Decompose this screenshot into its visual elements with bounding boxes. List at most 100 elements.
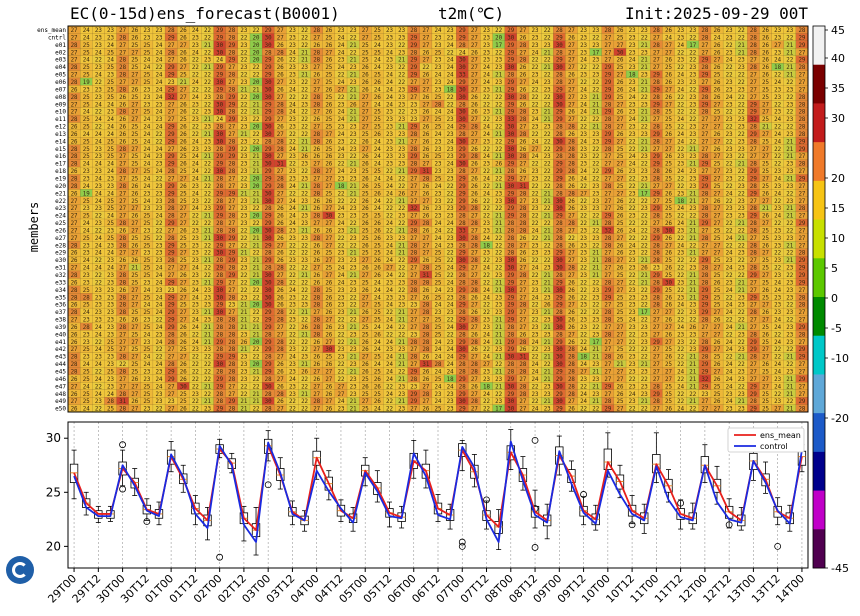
heatmap-cell-value: 22 [641, 288, 648, 294]
heatmap-cell-value: 27 [762, 132, 769, 138]
heatmap-cell-value: 23 [289, 65, 296, 71]
heatmap-cell-value: 23 [738, 184, 745, 190]
heatmap-cell-value: 23 [289, 125, 296, 131]
heatmap-cell-value: 22 [192, 221, 199, 227]
heatmap-cell-value: 23 [107, 73, 114, 79]
heatmap-cell-value: 21 [204, 325, 211, 331]
heatmap-cell-value: 28 [71, 162, 78, 168]
heatmap-cell-value: 27 [714, 251, 721, 257]
heatmap-cell-value: 22 [592, 147, 599, 153]
heatmap-cell-value: 30 [216, 295, 223, 301]
heatmap-cell-value: 23 [592, 132, 599, 138]
heatmap-cell-value: 30 [216, 169, 223, 175]
heatmap-cell-value: 21 [301, 228, 308, 234]
heatmap-cell-value: 24 [192, 154, 199, 160]
heatmap-cell-value: 22 [204, 73, 211, 79]
heatmap-cell-value: 24 [435, 184, 442, 190]
heatmap-cell-value: 26 [616, 80, 623, 86]
heatmap-cell-value: 24 [386, 95, 393, 101]
heatmap-cell-value: 27 [131, 102, 138, 108]
heatmap-cell-value: 23 [143, 228, 150, 234]
heatmap-cell-value: 26 [277, 125, 284, 131]
heatmap-cell-value: 23 [155, 162, 162, 168]
heatmap-cell-value: 26 [180, 228, 187, 234]
heatmap-cell-value: 23 [155, 102, 162, 108]
heatmap-cell-value: 25 [374, 117, 381, 123]
heatmap-cell-value: 27 [471, 169, 478, 175]
heatmap-cell-value: 24 [155, 280, 162, 286]
heatmap-cell-value: 27 [410, 295, 417, 301]
heatmap-cell-value: 27 [168, 43, 175, 49]
heatmap-cell-value: 27 [798, 191, 805, 197]
heatmap-cell-value: 22 [398, 184, 405, 190]
heatmap-cell-value: 28 [750, 206, 757, 212]
heatmap-cell-value: 21 [786, 65, 793, 71]
heatmap-cell-value: 23 [95, 35, 102, 41]
heatmap-cell-value: 29 [410, 65, 417, 71]
heatmap-cell-value: 22 [689, 258, 696, 264]
heatmap-cell-value: 27 [180, 43, 187, 49]
heatmap-cell-value: 28 [556, 28, 563, 34]
heatmap-cell-value: 23 [629, 43, 636, 49]
heatmap-cell-value: 21 [592, 95, 599, 101]
heatmap-cell-value: 29 [410, 258, 417, 264]
heatmap-cell-value: 30 [216, 288, 223, 294]
heatmap-cell-value: 21 [495, 110, 502, 116]
heatmap-cell-value: 26 [313, 206, 320, 212]
heatmap-cell-value: 23 [204, 95, 211, 101]
heatmap-cell-value: 28 [556, 191, 563, 197]
heatmap-cell-value: 33 [459, 228, 466, 234]
heatmap-cell-value: 26 [616, 228, 623, 234]
heatmap-cell-value: 27 [616, 258, 623, 264]
heatmap-cell-value: 23 [337, 139, 344, 145]
heatmap-cell-value: 23 [192, 243, 199, 249]
heatmap-cell-value: 21 [641, 65, 648, 71]
heatmap-cell-value: 27 [762, 273, 769, 279]
heatmap-cell-value: 23 [410, 110, 417, 116]
heatmap-cell-value: 24 [677, 325, 684, 331]
heatmap-cell-value: 23 [107, 258, 114, 264]
heatmap-cell-value: 27 [798, 87, 805, 93]
heatmap-cell-value: 24 [532, 80, 539, 86]
heatmap-cell-value: 28 [410, 243, 417, 249]
heatmap-cell-value: 22 [689, 117, 696, 123]
heatmap-cell-value: 24 [155, 95, 162, 101]
heatmap-cell-value: 27 [798, 50, 805, 56]
heatmap-cell-value: 27 [701, 139, 708, 145]
heatmap-cell-value: 22 [544, 176, 551, 182]
heatmap-cell-value: 26 [471, 50, 478, 56]
heatmap-cell-value: 26 [374, 266, 381, 272]
heatmap-cell-value: 23 [677, 295, 684, 301]
heatmap-cell-value: 28 [119, 169, 126, 175]
heatmap-cell-value: 27 [422, 162, 429, 168]
heatmap-cell-value: 22 [641, 228, 648, 234]
heatmap-cell-value: 25 [325, 191, 332, 197]
heatmap-cell-value: 27 [701, 169, 708, 175]
heatmap-cell-value: 22 [774, 199, 781, 205]
heatmap-cell-value: 24 [107, 214, 114, 220]
heatmap-cell-value: 28 [228, 28, 235, 34]
heatmap-cell-value: 24 [726, 288, 733, 294]
heatmap-cell-value: 23 [107, 35, 114, 41]
heatmap-cell-value: 25 [325, 65, 332, 71]
heatmap-cell-value: 24 [155, 169, 162, 175]
heatmap-cell-value: 21 [786, 258, 793, 264]
heatmap-cell-value: 23 [398, 280, 405, 286]
heatmap-cell-value: 27 [665, 43, 672, 49]
heatmap-cell-value: 25 [665, 176, 672, 182]
heatmap-cell-value: 24 [192, 266, 199, 272]
heatmap-cell-value: 22 [726, 221, 733, 227]
heatmap-cell-value: 23 [580, 258, 587, 264]
heatmap-cell-value: 27 [410, 80, 417, 86]
heatmap-cell-value: 25 [325, 147, 332, 153]
heatmap-cell-value: 28 [313, 214, 320, 220]
heatmap-cell-value: 23 [83, 273, 90, 279]
heatmap-cell-value: 29 [653, 102, 660, 108]
heatmap-cell-value: 25 [83, 65, 90, 71]
heatmap-cell-value: 22 [240, 50, 247, 56]
heatmap-cell-value: 27 [604, 273, 611, 279]
heatmap-cell-value: 20 [253, 58, 260, 64]
heatmap-cell-value: 26 [519, 102, 526, 108]
heatmap-cell-value: 22 [253, 251, 260, 257]
heatmap-cell-value: 29 [228, 273, 235, 279]
